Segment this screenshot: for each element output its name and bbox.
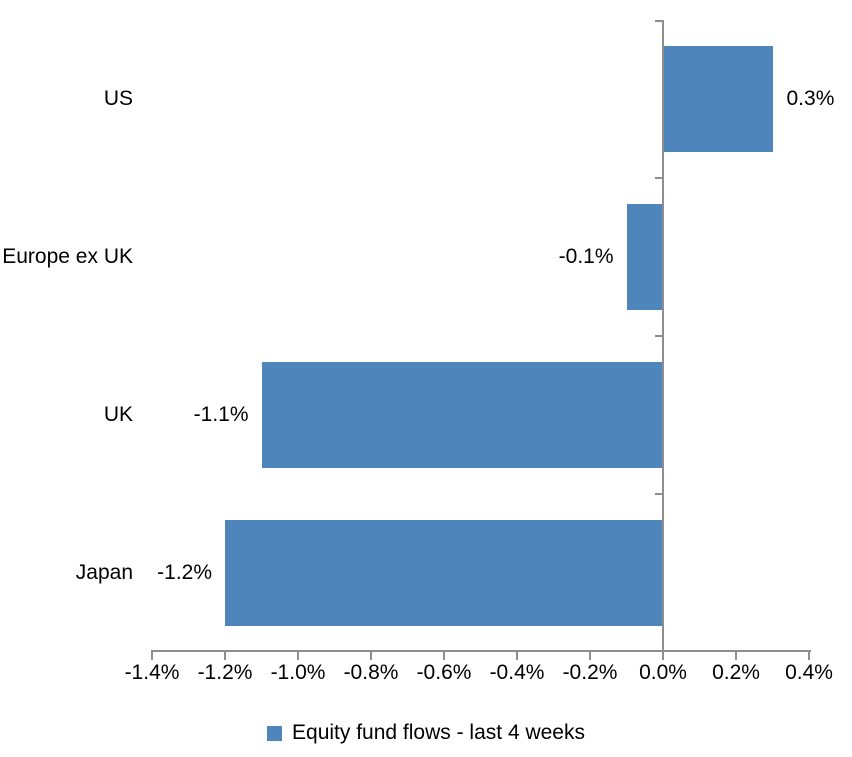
category-label-us: US — [103, 87, 133, 110]
bar-uk — [261, 362, 663, 468]
plot-area: 0.3% -0.1% -1.1% -1.2% — [151, 20, 834, 660]
x-tick-label-0-8: -0.8% — [343, 661, 399, 684]
category-label-europe-ex-uk: Europe ex UK — [2, 245, 133, 268]
legend-swatch-icon — [267, 725, 283, 741]
category-label-uk: UK — [103, 403, 133, 426]
x-axis-tick — [735, 652, 737, 660]
x-tick-label-0-0: 0.0% — [639, 661, 687, 684]
x-axis-tick — [370, 652, 372, 660]
data-label-us: 0.3% — [786, 87, 835, 110]
category-axis-zero-line — [662, 20, 664, 660]
x-tick-label-1-0: -1.0% — [270, 661, 326, 684]
x-axis-tick — [443, 652, 445, 660]
category-label-japan: Japan — [75, 561, 133, 584]
data-label-europe-ex-uk: -0.1% — [558, 245, 614, 268]
legend: Equity fund flows - last 4 weeks — [0, 721, 852, 745]
x-axis-tick — [297, 652, 299, 660]
bar-europe-ex-uk — [626, 204, 663, 310]
category-axis-tick — [655, 20, 663, 22]
legend-label: Equity fund flows - last 4 weeks — [292, 721, 585, 744]
x-tick-label-1-4: -1.4% — [124, 661, 180, 684]
x-tick-label-0-4: 0.4% — [785, 661, 833, 684]
category-axis-tick — [655, 335, 663, 337]
x-tick-label-0-6: -0.6% — [416, 661, 472, 684]
x-tick-label-1-2: -1.2% — [197, 661, 253, 684]
category-axis-tick — [655, 177, 663, 179]
x-tick-label-0-2: 0.2% — [712, 661, 760, 684]
x-axis-tick — [808, 652, 810, 660]
x-axis-tick — [662, 652, 664, 660]
x-axis-tick — [151, 652, 153, 660]
x-axis-line — [151, 650, 811, 652]
data-label-uk: -1.1% — [193, 403, 249, 426]
bar-japan — [225, 520, 663, 626]
data-label-japan: -1.2% — [157, 561, 212, 584]
x-tick-label-0-2: -0.2% — [562, 661, 618, 684]
category-axis-tick — [655, 493, 663, 495]
x-tick-label-0-4: -0.4% — [489, 661, 545, 684]
x-axis-tick — [589, 652, 591, 660]
x-axis-tick — [224, 652, 226, 660]
x-axis-tick — [516, 652, 518, 660]
bar-us — [663, 46, 773, 152]
